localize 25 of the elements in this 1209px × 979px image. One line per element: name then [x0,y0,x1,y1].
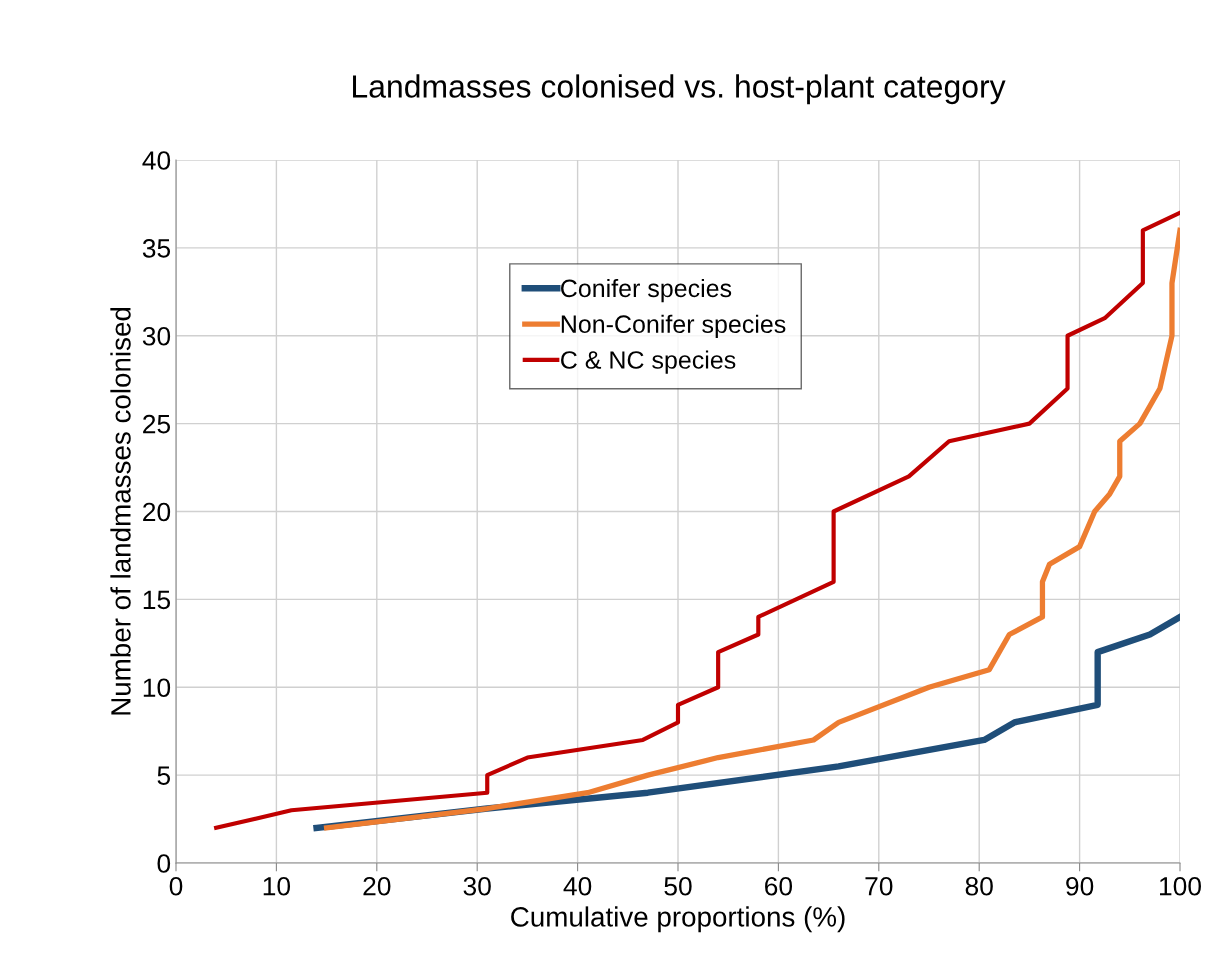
x-tick-label: 50 [664,876,692,896]
chart-title: Landmasses colonised vs. host-plant category [353,74,1006,105]
y-tick-label: 15 [143,590,171,610]
y-tick-label: 40 [142,151,171,170]
x-tick-label: 20 [363,876,391,896]
x-tick-label: 10 [263,876,291,896]
y-tick-label: 25 [143,414,171,434]
y-tick-label: 30 [142,326,171,346]
x-tick-label: 80 [965,876,993,896]
x-tick-label: 40 [563,876,592,896]
legend-label: Non-Conifer species [561,314,786,338]
x-tick-label: 70 [865,876,893,896]
x-tick-label: 60 [765,876,793,896]
x-tick-label: 30 [463,876,491,896]
y-tick-label: 5 [157,766,171,785]
y-tick-label: 0 [157,854,171,873]
y-tick-label: 35 [142,239,171,258]
x-tick-label: 100 [1160,876,1201,896]
y-tick-label: 10 [143,678,171,698]
y-tick-label: 20 [143,502,171,522]
legend-label: Conifer species [561,278,732,303]
legend-label: C & NC species [561,350,736,374]
y-axis-title: Number of landmasses colonised [110,307,131,715]
x-tick-label: 90 [1066,876,1094,896]
x-axis-title: Cumulative proportions (%) [511,906,845,933]
